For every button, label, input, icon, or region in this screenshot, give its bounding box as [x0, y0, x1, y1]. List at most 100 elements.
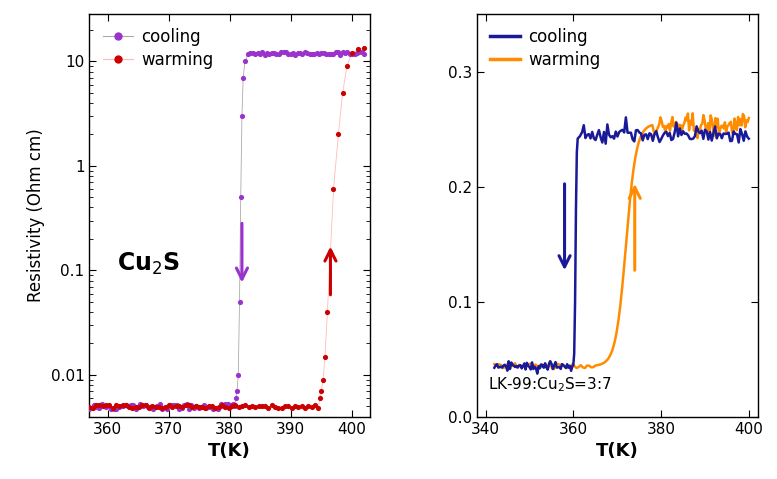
Point: [176, 403, 189, 411]
Point: [237, 74, 249, 81]
cooling: [622, 114, 631, 120]
Point: [120, 401, 132, 409]
Point: [270, 50, 283, 58]
Point: [266, 49, 278, 57]
Point: [280, 48, 292, 56]
Point: [251, 49, 263, 57]
Point: [315, 388, 328, 395]
Point: [318, 49, 330, 57]
Point: [122, 402, 134, 410]
Point: [336, 89, 349, 97]
Point: [196, 403, 208, 411]
Point: [226, 402, 239, 410]
Point: [263, 50, 276, 58]
Point: [343, 51, 356, 58]
Point: [227, 400, 239, 408]
Point: [115, 402, 127, 410]
Point: [301, 49, 313, 57]
Point: [202, 403, 214, 411]
Point: [190, 402, 203, 410]
Point: [232, 371, 245, 379]
Point: [185, 401, 197, 409]
Point: [219, 403, 232, 411]
Point: [96, 402, 109, 410]
Point: [200, 404, 212, 411]
Point: [298, 48, 311, 56]
Point: [355, 48, 368, 56]
Point: [90, 403, 103, 411]
Point: [159, 403, 171, 411]
Point: [308, 401, 321, 409]
Point: [314, 394, 326, 402]
Point: [350, 49, 363, 57]
cooling: [577, 129, 587, 135]
Point: [246, 402, 258, 410]
Point: [144, 404, 156, 411]
Point: [357, 44, 370, 52]
Point: [320, 50, 333, 57]
Point: [193, 404, 205, 411]
Point: [303, 50, 315, 57]
Point: [86, 404, 99, 411]
Point: [259, 51, 271, 58]
Point: [105, 405, 117, 413]
Point: [346, 49, 358, 57]
Point: [284, 50, 297, 58]
Point: [146, 402, 159, 410]
warming: [744, 115, 754, 121]
Point: [110, 405, 122, 413]
Point: [149, 403, 162, 411]
Point: [230, 394, 242, 402]
Point: [315, 49, 328, 57]
Point: [336, 49, 349, 57]
Point: [311, 49, 323, 57]
warming: [599, 360, 608, 365]
Point: [113, 402, 125, 410]
Point: [268, 49, 280, 57]
Point: [106, 404, 119, 411]
Point: [298, 404, 311, 411]
warming: [531, 362, 540, 367]
Point: [242, 403, 255, 411]
Point: [100, 404, 113, 411]
Point: [96, 400, 108, 408]
Point: [340, 62, 353, 70]
Point: [357, 50, 370, 57]
cooling: [744, 136, 754, 142]
Point: [269, 403, 281, 411]
Y-axis label: Resistivity (Ohm cm): Resistivity (Ohm cm): [27, 129, 45, 302]
Point: [291, 49, 304, 57]
Point: [183, 401, 195, 409]
Point: [212, 403, 225, 411]
Point: [117, 401, 129, 409]
Point: [295, 402, 308, 410]
Point: [161, 405, 173, 412]
Point: [339, 49, 351, 57]
Point: [253, 50, 266, 57]
Point: [139, 401, 152, 409]
cooling: [490, 365, 499, 371]
cooling: [583, 132, 592, 138]
warming: [628, 173, 637, 179]
Point: [176, 404, 188, 412]
Point: [277, 48, 290, 56]
Point: [199, 404, 211, 412]
Point: [332, 131, 344, 138]
Point: [308, 50, 321, 58]
Point: [217, 402, 229, 410]
Point: [93, 404, 106, 411]
Point: [169, 401, 181, 409]
Point: [183, 405, 195, 412]
Point: [275, 48, 287, 56]
Point: [195, 403, 207, 411]
Point: [127, 401, 139, 409]
Point: [235, 402, 248, 410]
Point: [235, 194, 247, 201]
Point: [276, 404, 288, 412]
Point: [302, 402, 315, 410]
Point: [332, 48, 344, 56]
Point: [253, 402, 265, 410]
cooling: [664, 133, 673, 139]
cooling: [648, 138, 657, 144]
Point: [232, 403, 245, 411]
